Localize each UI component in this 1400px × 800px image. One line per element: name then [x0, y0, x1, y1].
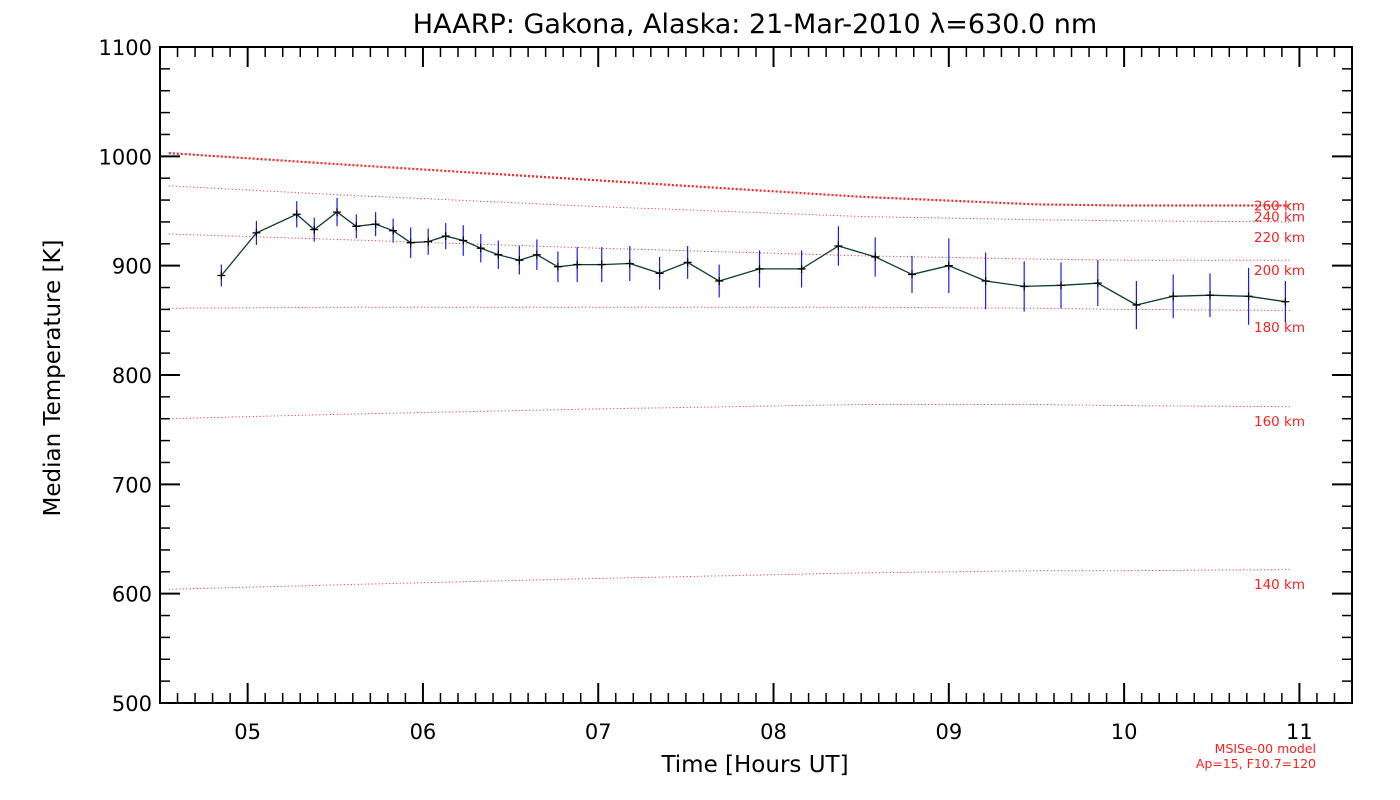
y-tick-label: 700: [112, 473, 152, 497]
model-note-line: Ap=15, F10.7=120: [1196, 756, 1316, 771]
data-point: [1169, 292, 1178, 301]
model-note-line: MSISe-00 model: [1215, 741, 1316, 756]
x-tick-label: 06: [410, 720, 437, 744]
data-point: [655, 269, 664, 278]
data-point: [476, 244, 485, 253]
data-point: [494, 250, 503, 259]
model-curves: [168, 152, 1291, 590]
data-point: [797, 264, 806, 273]
data-point: [310, 225, 319, 234]
data-point: [715, 276, 724, 285]
y-tick-label: 600: [112, 583, 152, 607]
data-point: [352, 222, 361, 231]
data-point: [406, 238, 415, 247]
model-curve-180-km: [168, 404, 1291, 420]
measurement-series: [217, 197, 1290, 330]
data-point: [333, 208, 342, 217]
x-tick-label: 08: [760, 720, 787, 744]
data-point: [981, 276, 990, 285]
model-label-240-km: 240 km: [1254, 209, 1305, 225]
plot-border: [159, 46, 1353, 704]
data-point: [1132, 301, 1141, 310]
data-point: [1206, 291, 1215, 300]
data-point: [532, 250, 541, 259]
data-point: [371, 220, 380, 229]
data-point: [944, 261, 953, 270]
x-tick-label: 10: [1111, 720, 1138, 744]
model-curve-220-km: [168, 233, 1291, 261]
model-curve-200-km: [168, 306, 1291, 311]
data-point: [834, 241, 843, 250]
x-tick-label: 09: [935, 720, 962, 744]
data-point: [1281, 297, 1290, 306]
data-point: [1020, 282, 1029, 291]
model-label-220-km: 220 km: [1254, 230, 1305, 246]
x-tick-label: 11: [1286, 720, 1313, 744]
data-point: [459, 236, 468, 245]
model-label-180-km: 180 km: [1254, 320, 1305, 336]
chart-title: HAARP: Gakona, Alaska: 21-Mar-2010 λ=630…: [413, 9, 1097, 40]
data-point: [424, 237, 433, 246]
x-tick-label: 05: [234, 720, 261, 744]
data-point: [573, 260, 582, 269]
data-point: [292, 210, 301, 219]
data-point: [1244, 292, 1253, 301]
y-tick-label: 900: [112, 255, 152, 279]
y-tick-label: 800: [112, 364, 152, 388]
model-curve-240-km: [168, 185, 1291, 223]
data-point: [908, 270, 917, 279]
y-tick-label: 500: [112, 692, 152, 716]
y-tick-label: 1000: [99, 145, 152, 169]
model-label-260-km: 260 km: [1254, 199, 1305, 215]
data-point: [553, 262, 562, 271]
model-label-160-km: 160 km: [1254, 414, 1305, 430]
data-point: [515, 256, 524, 265]
x-axis-label: Time [Hours UT]: [660, 752, 848, 778]
model-curve-260-km: [168, 152, 1291, 207]
model-label-200-km: 200 km: [1254, 263, 1305, 279]
data-point: [1093, 279, 1102, 288]
plot-frame: 05 06 07 08 09 10 11 500 600 700 800 900 1000 1100: [99, 36, 1353, 744]
model-label-140-km: 140 km: [1254, 577, 1305, 593]
data-point: [755, 264, 764, 273]
data-point: [871, 252, 880, 261]
y-axis-label: Median Temperature [K]: [40, 240, 66, 517]
data-point: [252, 228, 261, 237]
data-point: [683, 258, 692, 267]
data-point: [389, 226, 398, 235]
model-curve-160-km: [168, 569, 1291, 590]
data-point: [217, 271, 226, 280]
data-point: [597, 260, 606, 269]
x-tick-label: 07: [585, 720, 612, 744]
data-point: [625, 259, 634, 268]
data-point: [1057, 281, 1066, 290]
y-tick-label: 1100: [99, 36, 152, 60]
data-point: [441, 232, 450, 241]
series-line: [220, 211, 1286, 306]
